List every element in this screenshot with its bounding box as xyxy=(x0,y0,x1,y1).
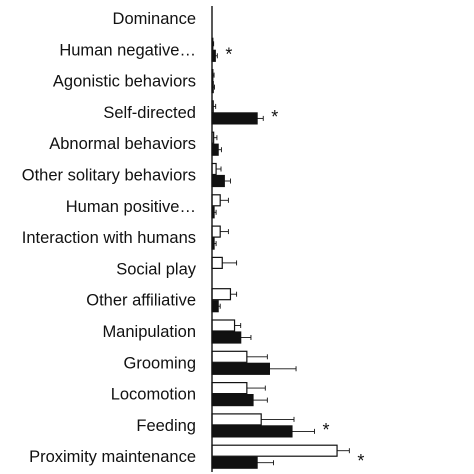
bar-black xyxy=(211,425,293,438)
category-label: Locomotion xyxy=(111,386,196,404)
bar-white xyxy=(211,350,248,363)
bar-black xyxy=(211,112,258,125)
bar-black xyxy=(211,331,242,344)
category-label: Human positive… xyxy=(66,198,196,216)
category-label: Agonistic behaviors xyxy=(53,73,196,91)
bar-white xyxy=(211,256,223,269)
category-label: Manipulation xyxy=(102,323,196,341)
category-label: Other solitary behaviors xyxy=(22,167,196,185)
significance-marker: * xyxy=(225,44,232,64)
bars-layer xyxy=(211,37,350,469)
category-label: Self-directed xyxy=(103,104,196,122)
category-label: Feeding xyxy=(136,417,196,435)
bar-black xyxy=(211,362,271,375)
bar-black xyxy=(211,174,225,188)
bar-white xyxy=(211,225,221,238)
bar-black xyxy=(211,394,254,407)
category-label: Other affiliative xyxy=(86,292,196,310)
bar-white xyxy=(211,194,221,207)
category-label: Proximity maintenance xyxy=(29,448,196,466)
bar-black xyxy=(211,300,219,313)
category-label: Dominance xyxy=(113,10,196,28)
bar-white xyxy=(211,319,236,332)
bar-white xyxy=(211,288,232,301)
category-label: Abnormal behaviors xyxy=(49,135,196,153)
category-label: Interaction with humans xyxy=(22,229,196,247)
bar-white xyxy=(211,444,338,457)
bar-black xyxy=(211,143,219,156)
bar-black xyxy=(211,456,258,469)
category-labels: Dominance Human negative… * Agonistic behav… xyxy=(22,10,365,471)
category-label: Social play xyxy=(116,260,197,278)
bar-white xyxy=(211,382,248,395)
bar-white xyxy=(211,413,262,426)
significance-marker: * xyxy=(271,107,278,127)
category-label: Human negative… xyxy=(59,41,196,59)
significance-marker: * xyxy=(323,420,330,440)
significance-marker: * xyxy=(357,451,364,471)
category-label: Grooming xyxy=(124,354,196,372)
